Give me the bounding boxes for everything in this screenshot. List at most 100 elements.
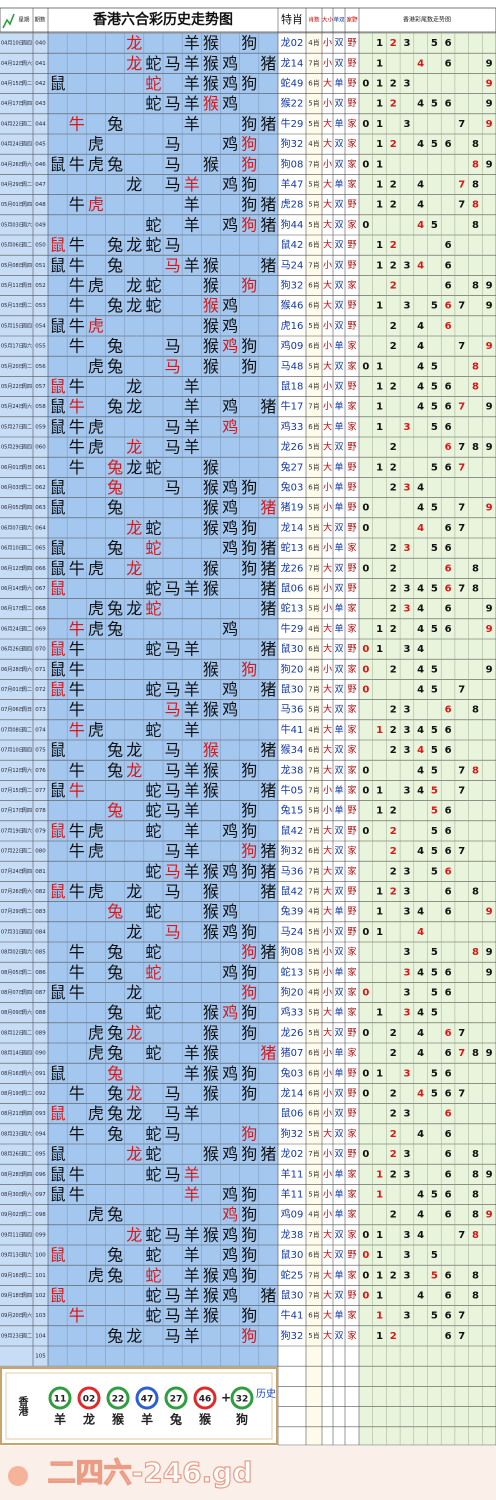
origin: 野: [347, 381, 356, 392]
parity: 双: [334, 240, 343, 251]
parity: 单: [334, 1208, 343, 1220]
zodiac-cell: 猴: [203, 1003, 219, 1022]
zodiac-cell: 猴: [203, 922, 219, 941]
origin: 野: [347, 926, 356, 937]
zodiac-cell: 猪: [260, 539, 276, 558]
zodiac-count: 7肖: [308, 786, 319, 795]
special-zodiac: 鼠30: [281, 683, 304, 696]
tail-digit: 2: [390, 745, 397, 756]
period: 041: [35, 61, 46, 67]
zodiac-cell: 狗: [241, 478, 257, 497]
tail-digit: 8: [472, 1270, 479, 1281]
zodiac-cell: 马: [165, 417, 181, 436]
zodiac-cell: 龙: [126, 1084, 142, 1103]
zodiac-cell: 猴: [203, 1064, 219, 1083]
period: 105: [35, 1354, 46, 1360]
period: 087: [35, 990, 46, 996]
draw-weekday: 周二: [22, 606, 32, 612]
tail-digit: 9: [486, 664, 493, 675]
tail-digit: 9: [486, 967, 493, 978]
tail-digit: 0: [362, 523, 369, 534]
zodiac-cell: 牛: [69, 660, 85, 679]
tail-digit: 1: [376, 99, 383, 110]
size: 小: [323, 482, 332, 493]
zodiac-cell: 狗: [241, 761, 257, 780]
draw-date: 07月19日: [1, 828, 24, 834]
lottery-ball: [48, 1386, 72, 1410]
tail-digit: 3: [403, 1109, 410, 1120]
draw-weekday: 周二: [22, 849, 32, 855]
zodiac-cell: 猴: [203, 882, 219, 901]
draw-date: 05月15日: [1, 323, 24, 329]
tail-digit: 7: [458, 1331, 465, 1342]
origin: 野: [347, 240, 356, 251]
tail-digit: 4: [417, 1230, 424, 1241]
draw-date: 05月22日: [1, 384, 24, 390]
lottery-ball: [106, 1386, 130, 1410]
tail-digit: 0: [362, 503, 369, 514]
zodiac-cell: 猪: [260, 599, 276, 618]
zodiac-cell: 牛: [69, 1185, 85, 1204]
zodiac-count: 6肖: [308, 745, 319, 754]
tail-digit: 5: [431, 765, 438, 776]
tail-digit: 6: [445, 1028, 452, 1039]
size: 小: [323, 320, 332, 331]
history-link[interactable]: 历史: [256, 1388, 276, 1400]
zodiac-cell: 牛: [69, 761, 85, 780]
draw-weekday: 周四: [22, 1051, 32, 1057]
zodiac-cell: 猪: [260, 559, 276, 578]
tail-digit: 7: [458, 462, 465, 473]
zodiac-cell: 蛇: [145, 458, 161, 477]
zodiac-count: 5肖: [308, 705, 319, 714]
draw-weekday: 周二: [22, 687, 32, 693]
origin: 野: [347, 98, 356, 109]
special-zodiac: 鼠30: [281, 1248, 304, 1261]
zodiac-cell: 兔: [107, 1205, 123, 1224]
size: 小: [323, 98, 332, 109]
tail-digit: 1: [376, 422, 383, 433]
size: 大: [323, 360, 332, 372]
tail-digit: 5: [431, 988, 438, 999]
tail-digit: 9: [486, 159, 493, 170]
special-zodiac: 鼠06: [281, 1107, 304, 1120]
zodiac-cell: 鸡: [222, 680, 238, 699]
tail-digit: 2: [390, 180, 397, 191]
tail-digit: 7: [458, 402, 465, 413]
zodiac-count: 5肖: [308, 967, 319, 976]
zodiac-cell: 马: [165, 478, 181, 497]
size: 大: [323, 1309, 332, 1321]
draw-date: 08月21日: [1, 1111, 24, 1117]
tail-digit: 0: [362, 786, 369, 797]
zodiac-cell: 鼠: [50, 741, 66, 760]
zodiac-cell: 狗: [241, 114, 257, 133]
zodiac-count: 4肖: [308, 725, 319, 734]
zodiac-cell: 兔: [107, 1104, 123, 1123]
count-header: 肖数: [308, 16, 320, 24]
zodiac-cell: 猴: [203, 1145, 219, 1164]
zodiac-cell: 兔: [107, 761, 123, 780]
zodiac-cell: 鸡: [222, 215, 238, 234]
period: 077: [35, 788, 46, 794]
zodiac-cell: 马: [165, 256, 181, 275]
tail-digit: 3: [403, 705, 410, 716]
tail-digit: 2: [390, 240, 397, 251]
draw-weekday: 周四: [22, 869, 32, 875]
zodiac-cell: 鼠: [50, 155, 66, 174]
tail-digit: 1: [376, 119, 383, 130]
size: 小: [323, 1189, 332, 1200]
zodiac-cell: 虎: [88, 619, 104, 638]
zodiac-cell: 兔: [107, 357, 123, 376]
zodiac-count: 6肖: [308, 584, 319, 593]
zodiac-cell: 羊: [184, 1225, 200, 1244]
tail-digit: 5: [431, 139, 438, 150]
period: 062: [35, 485, 46, 491]
special-zodiac: 兔03: [281, 481, 304, 494]
zodiac-cell: 牛: [69, 1124, 85, 1143]
zodiac-cell: 鸡: [222, 94, 238, 113]
zodiac-count: 6肖: [308, 1068, 319, 1077]
size: 大: [323, 117, 332, 129]
zodiac-cell: 兔: [107, 1084, 123, 1103]
origin: 家: [347, 764, 356, 776]
tail-digit: 6: [445, 301, 452, 312]
draw-date: 06月12日: [1, 566, 24, 572]
